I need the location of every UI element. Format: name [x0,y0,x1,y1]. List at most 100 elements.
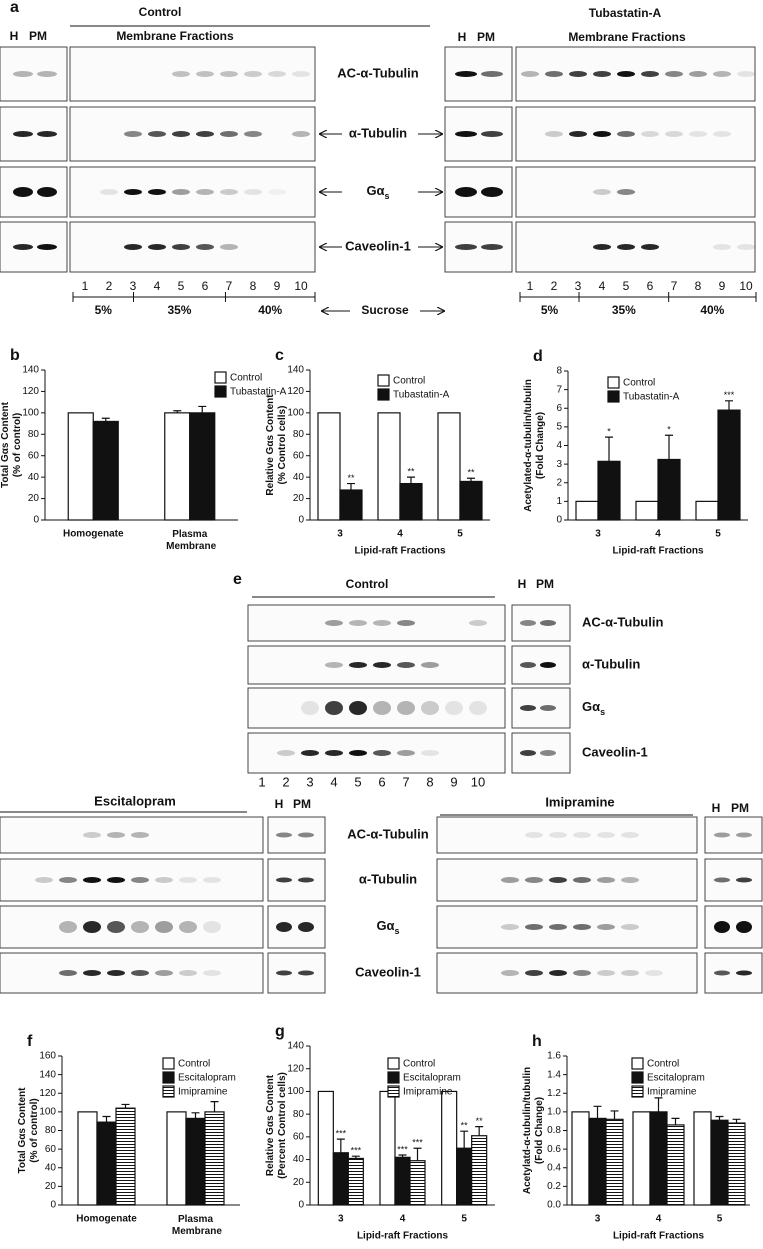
x-tick-label-line: Membrane [163,541,216,552]
band [714,970,730,976]
y-axis-label: Total Gαs Content(% of control) [0,401,23,488]
band [83,832,101,838]
bar [710,1119,729,1206]
band [714,832,730,838]
band [37,131,57,137]
band [545,131,563,137]
error-bar [725,400,733,411]
bar [649,1111,668,1206]
legend-label: Control [623,378,655,389]
sucrose-label: 5% [541,303,559,317]
bar [399,482,423,521]
band [37,187,57,197]
y-axis-label-line: (% of control) [12,413,23,477]
bar [347,1157,364,1206]
band [124,131,142,137]
legend-swatch [387,1085,400,1098]
y-tick-label: 160 [39,1051,56,1062]
panel-letter: e [233,571,242,588]
y-tick-label: 80 [28,429,40,440]
bar [409,1160,426,1206]
band [172,71,190,77]
panel-letter: b [10,347,20,364]
band [573,832,591,838]
y-axis-label-line: (Fold Change) [535,412,546,479]
significance: *** [412,1138,423,1148]
band [593,189,611,195]
y-tick-label: 3 [556,459,562,470]
band [196,244,214,250]
panel-letter: f [27,1033,33,1050]
y-tick-label: 60 [45,1144,57,1155]
band [172,244,190,250]
band [172,189,190,195]
blot [515,221,756,273]
significance: *** [336,1129,347,1139]
error-bar [605,436,613,462]
band [131,877,149,883]
bar [635,500,659,521]
sucrose-label: 35% [167,303,191,317]
panel-title: Control [139,5,182,19]
band [349,750,367,756]
x-tick-label: 4 [397,529,403,540]
y-axis-label-line: (% of control) [29,1098,40,1162]
band [689,71,707,77]
band [713,244,731,250]
band [268,71,286,77]
band [37,71,57,77]
band [301,701,319,715]
fraction-number: 10 [471,774,485,789]
band [455,131,477,137]
x-tick-label: 5 [457,529,463,540]
error-bar [715,1115,724,1121]
y-tick-label: 40 [45,1162,57,1173]
y-tick-label: 0 [556,515,562,526]
band [124,244,142,250]
protein-label: AC-α-Tubulin [347,826,428,841]
y-tick-label: 60 [293,450,305,461]
y-tick-label: 60 [293,1131,305,1142]
lane-label: H [275,797,284,811]
band [37,244,57,250]
y-tick-label: 20 [293,493,305,504]
band [593,131,611,137]
error-bar [654,1097,663,1112]
band [641,244,659,250]
band [298,832,314,838]
blot [436,816,698,854]
band [540,705,556,711]
legend-swatch [607,390,620,403]
protein-label: Caveolin-1 [345,238,411,253]
legend-label: Escitalopram [178,1073,236,1084]
y-tick-label: 0.6 [547,1144,561,1155]
error-bar [351,1155,360,1159]
y-tick-label: 2 [556,477,562,488]
y-tick-label: 120 [287,386,304,397]
band [545,71,563,77]
significance: ** [467,468,475,478]
y-tick-label: 5 [556,422,562,433]
band [597,970,615,976]
y-axis-label-line: (Fold Change) [534,1097,545,1164]
band [597,877,615,883]
error-bar [398,1154,407,1158]
band [421,662,439,668]
fraction-number: 6 [202,279,209,293]
band [501,970,519,976]
error-bar [475,1126,484,1136]
band [549,924,567,930]
blot [704,858,763,902]
band [569,71,587,77]
y-axis-label: Total Gαs Content(% of control) [17,1087,40,1174]
protein-label: AC-α-Tubulin [582,614,663,629]
error-bar [671,1117,680,1125]
band [220,189,238,195]
y-tick-label: 80 [45,1125,57,1136]
band [520,620,536,626]
blot [0,46,68,102]
bar [575,500,599,521]
x-tick-label: 5 [717,1214,723,1225]
y-tick-label: 20 [28,493,40,504]
